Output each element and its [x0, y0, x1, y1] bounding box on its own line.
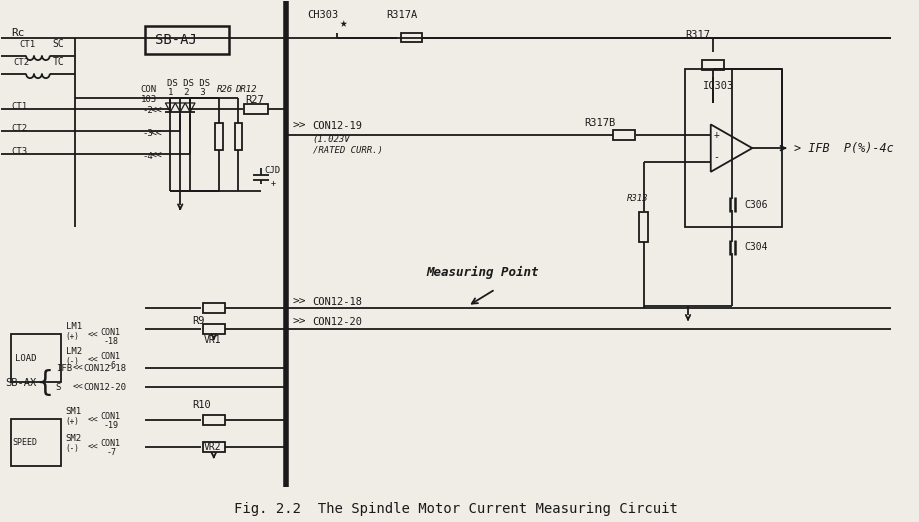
Text: <<: << — [73, 364, 84, 373]
Text: Measuring Point: Measuring Point — [425, 266, 539, 279]
Text: (1.023V: (1.023V — [312, 135, 350, 144]
Text: VR2: VR2 — [204, 442, 221, 452]
Text: <<: << — [151, 106, 162, 116]
Text: R9: R9 — [192, 316, 204, 326]
Text: Rc: Rc — [11, 28, 25, 38]
Bar — [203, 324, 224, 334]
Text: <<: << — [151, 128, 162, 138]
Text: CON1: CON1 — [100, 352, 120, 361]
Text: CON12-18: CON12-18 — [84, 364, 126, 373]
Text: R313: R313 — [626, 194, 648, 204]
Text: SC: SC — [52, 39, 64, 49]
Text: (+): (+) — [65, 417, 79, 426]
Text: -2: -2 — [142, 106, 153, 115]
Text: R26: R26 — [217, 85, 233, 94]
Text: CT2: CT2 — [11, 124, 28, 134]
Text: (+): (+) — [65, 332, 79, 341]
Text: 103: 103 — [141, 95, 156, 104]
Bar — [214, 123, 222, 150]
Text: 1  2  3: 1 2 3 — [168, 88, 206, 97]
Text: SB-AJ: SB-AJ — [154, 33, 196, 47]
Text: CON12-19: CON12-19 — [312, 121, 362, 130]
Text: -3: -3 — [142, 129, 153, 138]
Text: +: + — [713, 129, 719, 139]
Bar — [639, 212, 647, 242]
Text: LOAD: LOAD — [16, 353, 37, 363]
Text: <<: << — [73, 383, 84, 392]
Text: -6: -6 — [106, 361, 116, 371]
Bar — [400, 33, 422, 42]
Text: SM2: SM2 — [65, 434, 82, 443]
Text: CON1: CON1 — [100, 328, 120, 337]
Bar — [701, 60, 723, 69]
Text: CON: CON — [141, 85, 156, 94]
Text: >>: >> — [292, 121, 306, 130]
Bar — [685, 69, 781, 227]
Text: CH303: CH303 — [307, 10, 338, 20]
Text: {: { — [36, 369, 52, 397]
Text: C306: C306 — [743, 199, 767, 209]
Text: R317: R317 — [685, 30, 709, 40]
Text: -18: -18 — [103, 337, 118, 346]
Text: S: S — [56, 383, 61, 392]
Bar — [203, 415, 224, 425]
Bar — [144, 26, 228, 54]
Text: CT1: CT1 — [19, 40, 35, 49]
Text: > IFB  P(%)-4c: > IFB P(%)-4c — [793, 141, 892, 155]
Text: R10: R10 — [192, 400, 210, 410]
Text: SB-AX: SB-AX — [6, 378, 37, 388]
Text: <<: << — [87, 416, 98, 425]
Text: R317A: R317A — [386, 10, 417, 20]
Text: CT2: CT2 — [13, 58, 29, 67]
Text: TC: TC — [52, 57, 64, 67]
Text: SM1: SM1 — [65, 407, 82, 416]
Text: <<: << — [87, 356, 98, 365]
Bar — [11, 419, 61, 467]
Text: ★: ★ — [339, 17, 346, 30]
Text: CT3: CT3 — [11, 147, 28, 156]
Text: IFB: IFB — [56, 364, 72, 373]
Text: <<: << — [151, 151, 162, 161]
Text: CON1: CON1 — [100, 440, 120, 448]
Text: >>: >> — [292, 317, 306, 327]
Text: CON12-18: CON12-18 — [312, 296, 362, 306]
Text: CJD: CJD — [264, 166, 280, 175]
Text: R317B: R317B — [584, 118, 615, 128]
Text: /RATED CURR.): /RATED CURR.) — [312, 146, 382, 155]
Text: -19: -19 — [103, 421, 118, 430]
Text: IC303: IC303 — [702, 81, 733, 91]
Text: LM1: LM1 — [65, 322, 82, 331]
Bar — [203, 442, 224, 453]
Text: (-): (-) — [65, 444, 79, 453]
Text: DR12: DR12 — [234, 85, 255, 94]
Text: CON12-20: CON12-20 — [312, 317, 362, 327]
Text: CT1: CT1 — [11, 102, 28, 111]
Text: +: + — [271, 179, 276, 187]
Text: CON1: CON1 — [100, 412, 120, 421]
Text: -: - — [713, 152, 719, 162]
Text: Fig. 2.2  The Spindle Motor Current Measuring Circuit: Fig. 2.2 The Spindle Motor Current Measu… — [233, 502, 677, 516]
Text: DS DS DS: DS DS DS — [167, 79, 210, 88]
Text: SPEED: SPEED — [12, 438, 37, 447]
Text: VR1: VR1 — [204, 335, 221, 345]
Text: R27: R27 — [245, 94, 264, 104]
Text: <<: << — [87, 443, 98, 452]
Text: (-): (-) — [65, 357, 79, 366]
Text: CON12-20: CON12-20 — [84, 383, 126, 392]
Text: C304: C304 — [743, 242, 767, 253]
Text: >>: >> — [292, 296, 306, 306]
Bar — [244, 103, 267, 114]
Bar — [234, 123, 243, 150]
Text: LM2: LM2 — [65, 347, 82, 356]
Bar — [11, 335, 61, 382]
Bar — [612, 129, 634, 140]
Bar — [203, 303, 224, 314]
Text: -4: -4 — [142, 151, 153, 161]
Text: <<: << — [87, 331, 98, 340]
Text: -7: -7 — [106, 448, 116, 457]
